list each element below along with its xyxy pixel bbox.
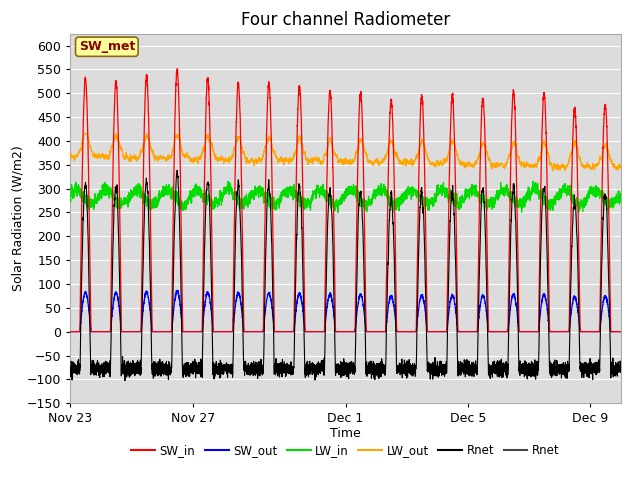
Text: SW_met: SW_met bbox=[79, 40, 135, 53]
Legend: SW_in, SW_out, LW_in, LW_out, Rnet, Rnet: SW_in, SW_out, LW_in, LW_out, Rnet, Rnet bbox=[127, 440, 564, 462]
Y-axis label: Solar Radiation (W/m2): Solar Radiation (W/m2) bbox=[12, 145, 24, 291]
X-axis label: Time: Time bbox=[330, 427, 361, 440]
Title: Four channel Radiometer: Four channel Radiometer bbox=[241, 11, 450, 29]
